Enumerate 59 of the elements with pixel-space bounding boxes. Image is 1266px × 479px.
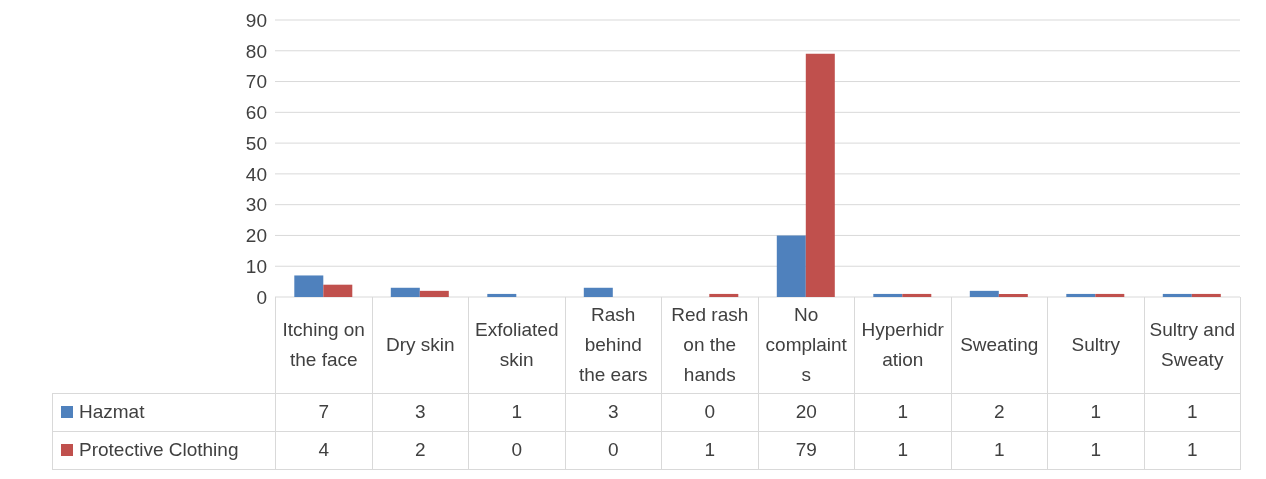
data-label: 20 [758, 393, 855, 431]
bar [776, 235, 806, 297]
bar [419, 290, 449, 297]
y-tick-label: 40 [245, 163, 267, 185]
x-tick-label: No complaints [758, 297, 855, 393]
bar [805, 53, 835, 297]
data-label: 3 [372, 393, 469, 431]
y-tick-label: 60 [245, 102, 267, 124]
x-tick-label: Sultry and Sweaty [1144, 297, 1241, 393]
data-label: 1 [854, 431, 951, 469]
bar [998, 293, 1028, 297]
x-tick-label: Exfoliated skin [468, 297, 565, 393]
data-label: 1 [1047, 431, 1144, 469]
data-label: 3 [565, 393, 662, 431]
bar [294, 275, 324, 297]
legend-label: Hazmat [52, 393, 276, 431]
bar [902, 293, 932, 297]
bar [1162, 293, 1192, 297]
bar [1066, 293, 1096, 297]
data-label: 1 [1047, 393, 1144, 431]
y-tick-label: 30 [245, 194, 267, 216]
x-tick-label: Sweating [951, 297, 1048, 393]
data-label: 1 [661, 431, 758, 469]
y-tick-label: 10 [245, 255, 267, 277]
data-label: 0 [565, 431, 662, 469]
bar [709, 293, 739, 297]
x-tick-label: Red rash on the hands [661, 297, 758, 393]
x-tick-label: Hyperhidration [854, 297, 951, 393]
data-label: 0 [468, 431, 565, 469]
data-label: 7 [275, 393, 372, 431]
bar [969, 290, 999, 297]
data-label: 1 [468, 393, 565, 431]
data-label: 1 [951, 431, 1048, 469]
bar [1095, 293, 1125, 297]
y-tick-label: 20 [245, 225, 267, 247]
data-label: 1 [1144, 431, 1241, 469]
x-tick-label: Dry skin [372, 297, 469, 393]
data-label: 0 [661, 393, 758, 431]
bar [873, 293, 903, 297]
data-label: 4 [275, 431, 372, 469]
bar [583, 287, 613, 297]
x-tick-label: Rash behind the ears [565, 297, 662, 393]
x-tick-label: Itching on the face [275, 297, 372, 393]
y-tick-label: 90 [245, 9, 267, 31]
bar [323, 284, 353, 297]
x-tick-label: Sultry [1047, 297, 1144, 393]
y-tick-label: 0 [256, 286, 267, 308]
data-label: 1 [1144, 393, 1241, 431]
y-tick-label: 80 [245, 40, 267, 62]
bar [487, 293, 517, 297]
data-label: 1 [854, 393, 951, 431]
y-tick-label: 50 [245, 132, 267, 154]
bar [1191, 293, 1221, 297]
data-label: 79 [758, 431, 855, 469]
data-label: 2 [372, 431, 469, 469]
legend-label: Protective Clothing [52, 431, 276, 469]
bar [390, 287, 420, 297]
data-label: 2 [951, 393, 1048, 431]
y-tick-label: 70 [245, 71, 267, 93]
